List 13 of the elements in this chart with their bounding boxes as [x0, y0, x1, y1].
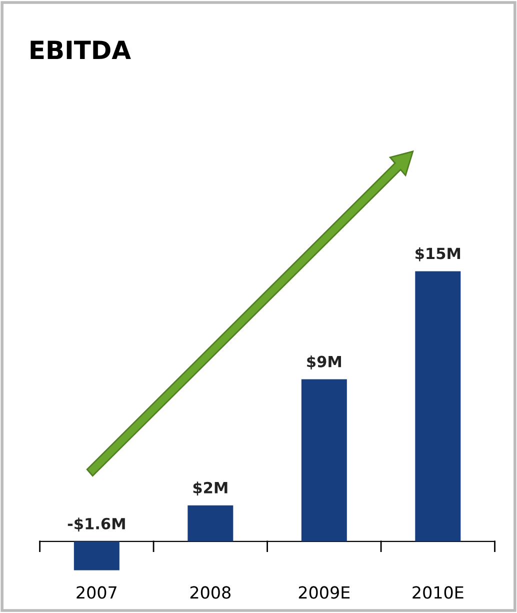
bar [74, 541, 120, 570]
x-tick-label: 2010E [412, 586, 464, 599]
x-tick-label: 2007 [76, 586, 116, 599]
bar [188, 505, 234, 542]
x-tick-label: 2009E [298, 586, 350, 599]
data-label: $15M [416, 247, 460, 262]
data-label: -$1.6M [68, 518, 125, 532]
bar [301, 379, 347, 542]
bar [415, 271, 461, 542]
chart-title: EBITDA [30, 40, 131, 60]
data-label: $2M [193, 482, 228, 496]
x-tick-label: 2008 [190, 586, 230, 599]
data-label: $9M [307, 355, 341, 370]
